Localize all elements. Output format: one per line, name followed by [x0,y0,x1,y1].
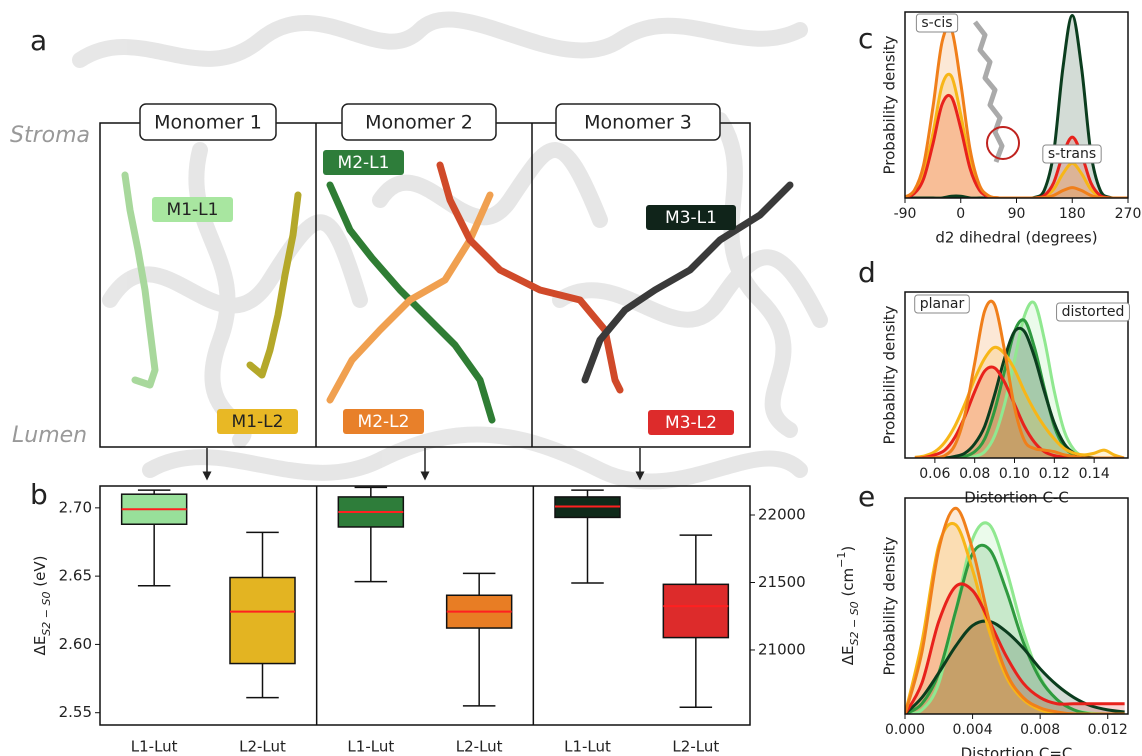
x-tick-label: 0 [956,206,965,222]
x-tick-label: 0.008 [1020,722,1060,738]
density-plot [905,15,1128,198]
box [663,584,728,637]
box [230,578,295,664]
y-axis-label: Probability density [881,536,899,675]
y-axis-label: Probability density [881,305,899,444]
ligand-label: M1-L2 [232,412,284,432]
panel-label: c [858,22,873,55]
x-tick-label: L2-Lut [672,738,719,756]
x-tick-label: L1-Lut [564,738,611,756]
panel-label: e [858,480,875,513]
ligand-label: M2-L2 [358,412,410,432]
x-tick-label: 0.14 [1079,466,1110,482]
x-tick-label: 0.004 [953,722,993,738]
y-axis-label: Probability density [881,35,899,174]
y-axis-label: ΔES2 − S0 (eV) [31,556,53,656]
monomer-label: Monomer 2 [365,112,473,134]
y-tick-label: 2.60 [59,635,92,653]
y2-tick-label: 21500 [758,573,806,591]
monomer-label: Monomer 3 [584,112,692,134]
x-tick-label: L2-Lut [239,738,286,756]
x-tick-label: 0.08 [959,466,990,482]
y2-axis-label: ΔES2 − S0 (cm−1) [835,546,861,665]
box-plot: 2.55 2.60 2.65 2.70 21000 21500 22000 L1-Lut L2-… [59,486,806,756]
ligand-label: M3-L2 [665,413,717,433]
y-tick-label: 2.70 [59,498,92,516]
x-tick-label: 0.12 [1039,466,1070,482]
ligand-label: M2-L1 [338,153,390,173]
molecule-inset [975,22,1019,162]
y-tick-label: 2.55 [59,703,92,721]
y2-axis-label-part: (cm [839,568,857,601]
y2-axis-label-part: −1 [835,552,848,568]
x-tick-label: 180 [1059,206,1086,222]
annotation: s-trans [1048,146,1096,162]
panel-label: a [30,24,47,57]
annotation: planar [920,296,965,312]
x-tick-label: L2-Lut [456,738,503,756]
y-axis-label-part: (eV) [31,556,49,592]
panel-label: d [858,256,876,289]
region-label: Lumen [12,423,87,448]
monomer-label: Monomer 1 [154,112,262,134]
region-label: Stroma [10,123,90,148]
x-tick-label: 90 [1008,206,1026,222]
x-tick-label: 0.012 [1088,722,1128,738]
y2-axis-label-part: S2 − S0 [848,601,861,645]
x-tick-label: -90 [894,206,917,222]
x-tick-label: L1-Lut [347,738,394,756]
density-plot [915,301,1124,458]
y2-tick-label: 21000 [758,640,806,658]
y-tick-label: 2.65 [59,567,92,585]
annotation: distorted [1062,304,1125,320]
plot-frame [100,486,750,725]
figure: Stroma Lumen Monomer 1 Monomer 2 Monomer… [0,0,1142,756]
density-plot [905,508,1125,714]
x-tick-label: 0.000 [885,722,925,738]
x-axis-label: d2 dihedral (degrees) [935,229,1097,247]
x-axis-label: Distortion C=C [961,745,1073,756]
y-axis-label-part: S2 − S0 [40,592,53,636]
panel-label: b [30,478,48,511]
y2-axis-label-part: ΔE [839,645,857,665]
x-tick-label: 270 [1115,206,1142,222]
annotation: s-cis [921,15,952,31]
ligand-label: M3-L1 [665,208,717,228]
x-tick-label: 0.06 [919,466,950,482]
y2-axis-label-part: ) [839,546,857,552]
ligand-label: M1-L1 [167,200,219,220]
x-tick-label: L1-Lut [131,738,178,756]
y-axis-label-part: ΔE [31,636,49,656]
x-tick-label: 0.10 [999,466,1030,482]
y2-tick-label: 22000 [758,506,806,524]
